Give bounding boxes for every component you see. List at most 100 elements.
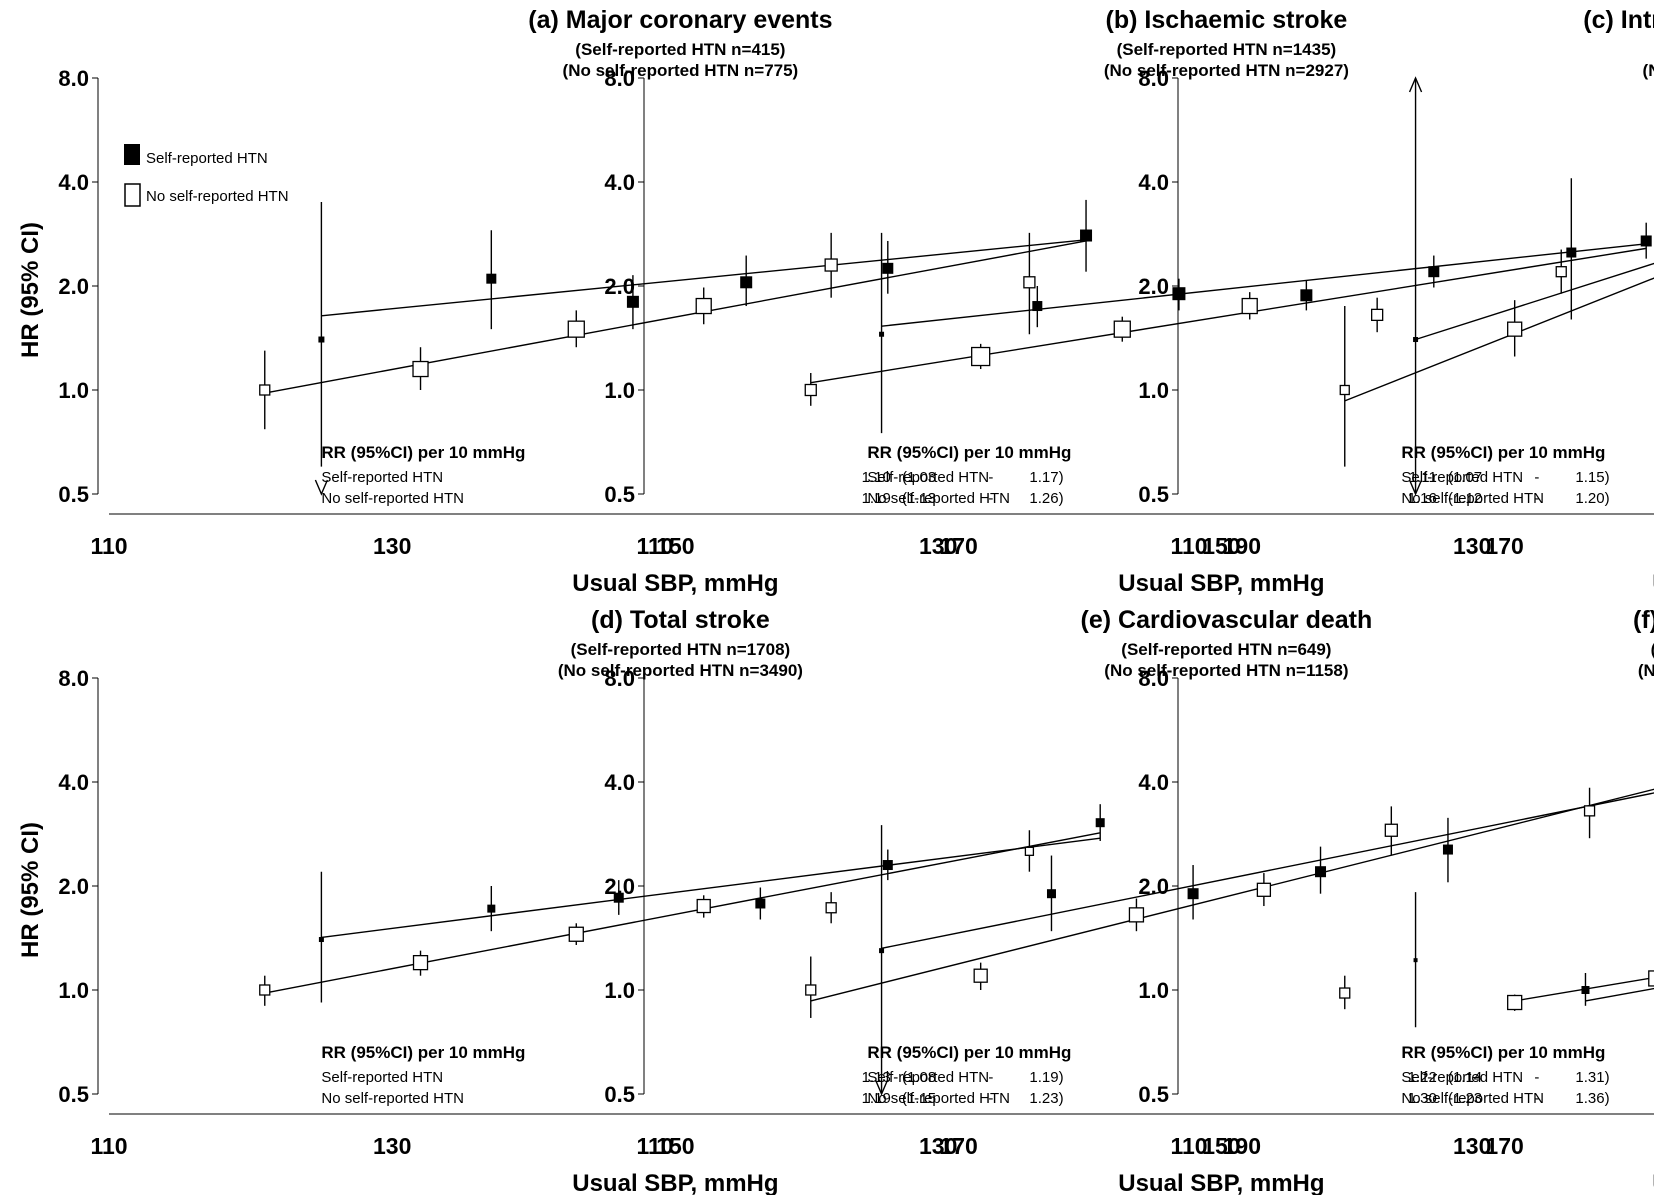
point-noself	[1583, 805, 1596, 817]
panel-f: (f) All-cause mortality (Self-reported HT…	[1138, 606, 1654, 1195]
panel-c: (c) Intracerebral haemorrhage(Self-repor…	[1138, 6, 1654, 597]
rr-row-dash: -	[1534, 1090, 1539, 1107]
point-noself	[1024, 846, 1035, 856]
ci-arrow	[1408, 76, 1423, 93]
point-self	[1187, 888, 1199, 900]
rr-row-lower: (1.12	[1448, 490, 1482, 507]
point-self	[1315, 866, 1327, 878]
fit-line	[810, 788, 1654, 1002]
rr-row-estimate: 1.19	[862, 490, 891, 507]
point-noself	[1507, 321, 1523, 337]
rr-header: RR (95%CI) per 10 mmHg	[1401, 443, 1605, 462]
rr-row-upper: 1.20)	[1575, 490, 1609, 507]
rr-header: RR (95%CI) per 10 mmHg	[867, 443, 1071, 462]
rr-row-upper: 1.15)	[1575, 469, 1609, 486]
rr-row-label: Self-reported HTN	[867, 1069, 989, 1086]
x-axis-label: Usual SBP, mmHg	[1118, 1170, 1324, 1195]
point-noself	[1339, 384, 1350, 396]
rr-row-estimate: 1.16	[1408, 490, 1437, 507]
point-noself	[695, 297, 712, 315]
y-tick-label: 1.0	[1138, 978, 1169, 1003]
x-tick-label: 170	[939, 1133, 977, 1159]
point-self	[1095, 818, 1105, 828]
y-tick-label: 2.0	[58, 274, 89, 299]
x-tick-label: 110	[1170, 1133, 1207, 1159]
rr-row-dash: -	[988, 1090, 993, 1107]
rr-row-upper: 1.17)	[1029, 469, 1063, 486]
y-tick-label: 1.0	[1138, 378, 1169, 403]
x-axis-label: Usual SBP, mmHg	[1652, 570, 1654, 597]
panel-d: (d) Total stroke (Self-reported HTN n=170…	[58, 606, 1261, 1195]
point-self	[1172, 287, 1186, 301]
y-tick-label: 1.0	[604, 378, 635, 403]
rr-header: RR (95%CI) per 10 mmHg	[867, 1043, 1071, 1062]
legend-noself-marker	[124, 183, 141, 207]
rr-row-dash: -	[988, 490, 993, 507]
point-self	[1413, 337, 1419, 343]
point-self	[755, 898, 766, 909]
point-self	[1032, 301, 1043, 312]
point-noself	[259, 384, 271, 396]
fit-line	[264, 240, 1087, 394]
point-self	[1080, 229, 1093, 242]
rr-row-upper: 1.19)	[1029, 1069, 1063, 1086]
x-tick-label: 130	[1453, 1133, 1491, 1159]
rr-row-label: Self-reported HTN	[1401, 469, 1523, 486]
rr-row-lower: (1.08	[902, 1069, 936, 1086]
legend-noself-label: No self-reported HTN	[146, 188, 289, 205]
y-tick-label: 2.0	[1138, 874, 1169, 899]
point-noself	[804, 383, 817, 397]
x-tick-label: 110	[90, 533, 127, 559]
panel-subtitle-noself: (No self-reported HTN n=2927)	[1104, 61, 1349, 80]
y-axis-label-bottom: HR (95% CI)	[17, 822, 44, 958]
legend-self-marker	[124, 144, 140, 165]
x-tick-label: 150	[1202, 1133, 1240, 1159]
panel-title: (b) Ischaemic stroke	[1106, 6, 1348, 34]
panel-subtitle-self: (Self-reported HTN n=649)	[1121, 640, 1331, 659]
x-tick-label: 150	[656, 1133, 694, 1159]
fit-line	[810, 247, 1647, 384]
x-tick-label: 190	[1223, 533, 1261, 559]
x-tick-label: 170	[1485, 533, 1523, 559]
panel-subtitle-noself: (No self-reported HTN n=3490)	[558, 661, 803, 680]
ci-arrow	[874, 1079, 889, 1096]
y-tick-label: 0.5	[604, 482, 635, 507]
panel-e: (e) Cardiovascular death (Self-reported H…	[604, 606, 1654, 1195]
panel-subtitle-noself: (No self-reported HTN n=775)	[563, 61, 799, 80]
panel-subtitle-self: (Self-reported HTN n=415)	[575, 40, 785, 59]
y-tick-label: 8.0	[1138, 666, 1169, 691]
fit-line	[321, 837, 1101, 939]
y-tick-label: 0.5	[604, 1082, 635, 1107]
rr-row-lower: (1.23	[1448, 1090, 1482, 1107]
point-self	[1300, 289, 1313, 302]
point-self	[318, 336, 325, 343]
y-tick-label: 8.0	[604, 66, 635, 91]
point-noself	[1507, 994, 1523, 1011]
y-tick-label: 8.0	[58, 666, 89, 691]
x-tick-label: 130	[1453, 533, 1491, 559]
point-noself	[973, 968, 988, 983]
y-tick-label: 2.0	[604, 274, 635, 299]
fit-line	[881, 792, 1654, 950]
x-tick-label: 110	[636, 533, 673, 559]
panel-subtitle-noself: (No self-reported HTN n=3161)	[1638, 661, 1654, 680]
point-noself	[412, 360, 429, 378]
y-tick-label: 8.0	[58, 66, 89, 91]
rr-row-label: Self-reported HTN	[321, 469, 443, 486]
fit-line	[881, 243, 1647, 327]
x-axis-label: Usual SBP, mmHg	[572, 570, 778, 597]
rr-row-label: No self-reported HTN	[867, 1090, 1010, 1107]
panel-title: (f) All-cause mortality	[1633, 606, 1654, 634]
point-noself	[1371, 308, 1384, 322]
rr-row-upper: 1.23)	[1029, 1090, 1063, 1107]
panel-title: (d) Total stroke	[591, 606, 770, 634]
point-self	[1566, 247, 1577, 258]
point-self	[487, 904, 496, 913]
rr-row-estimate: 1.13	[862, 1069, 891, 1086]
panel-subtitle-self: (Self-reported HTN n=1708)	[571, 640, 791, 659]
rr-row-estimate: 1.22	[1408, 1069, 1437, 1086]
point-noself	[805, 984, 817, 996]
point-noself	[1648, 970, 1654, 987]
rr-row-lower: (1.07	[1448, 469, 1482, 486]
